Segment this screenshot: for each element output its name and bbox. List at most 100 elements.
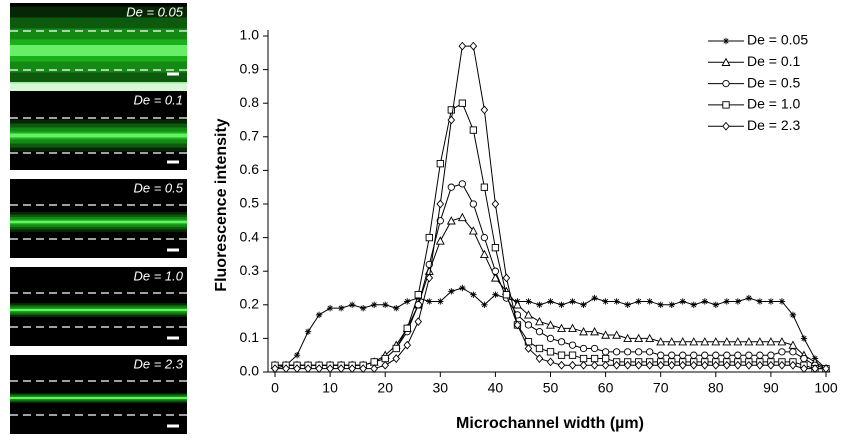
marker: [447, 106, 455, 114]
marker: [558, 301, 565, 308]
marker: [602, 298, 609, 305]
fluorescence-core: [10, 309, 187, 311]
legend-label: De = 0.1: [747, 53, 801, 69]
marker: [491, 244, 500, 252]
marker: [579, 354, 588, 363]
marker: [668, 351, 676, 359]
marker: [382, 301, 389, 308]
y-tick-label: 0.8: [240, 94, 260, 110]
marker: [492, 291, 499, 298]
marker: [635, 348, 643, 356]
marker: [381, 354, 389, 363]
marker: [315, 364, 323, 374]
x-tick-label: 50: [543, 380, 559, 396]
marker: [479, 249, 489, 259]
marker: [436, 160, 444, 168]
marker: [557, 323, 566, 332]
marker: [337, 364, 345, 374]
marker: [524, 310, 533, 319]
marker: [579, 327, 589, 336]
y-tick-label: 0.3: [240, 262, 260, 278]
marker: [469, 126, 478, 134]
marker: [734, 360, 742, 370]
marker: [403, 340, 412, 350]
marker: [491, 199, 500, 209]
marker: [690, 301, 697, 308]
marker: [712, 360, 720, 370]
marker: [601, 354, 610, 363]
image-panel: De = 0.05: [10, 3, 187, 95]
y-tick-label: 0.5: [240, 195, 260, 211]
marker: [524, 321, 533, 329]
marker: [580, 301, 587, 308]
marker: [679, 298, 686, 305]
marker: [656, 337, 666, 346]
panel-label: De = 0.1: [133, 92, 183, 107]
marker: [536, 301, 543, 308]
marker: [381, 360, 389, 370]
panel-bg: [10, 267, 187, 346]
marker: [282, 364, 290, 374]
marker: [447, 183, 455, 191]
marker: [557, 360, 566, 370]
x-tick-label: 70: [653, 380, 669, 396]
marker: [811, 364, 819, 374]
marker: [436, 199, 445, 209]
x-tick-label: 20: [377, 380, 393, 396]
marker: [712, 351, 720, 359]
marker: [404, 298, 411, 305]
legend-label: De = 1.0: [747, 96, 801, 112]
marker: [667, 337, 677, 346]
marker: [348, 364, 356, 374]
marker: [689, 360, 698, 370]
marker: [722, 121, 730, 131]
y-tick-label: 0.0: [240, 363, 260, 379]
marker: [535, 316, 544, 326]
marker: [524, 344, 533, 353]
fluorescence-core: [10, 133, 187, 138]
series-line: [275, 216, 827, 370]
marker: [721, 57, 731, 66]
marker: [623, 348, 632, 356]
x-tick-label: 80: [708, 380, 724, 396]
marker: [678, 360, 687, 370]
series: De = 2.3: [271, 41, 830, 374]
marker: [326, 304, 334, 312]
y-tick-label: 0.9: [240, 60, 260, 76]
x-tick-label: 0: [271, 380, 279, 396]
marker: [414, 317, 423, 326]
marker: [678, 337, 688, 346]
marker: [722, 79, 730, 88]
marker: [392, 354, 401, 363]
marker: [348, 301, 356, 308]
marker: [403, 324, 411, 332]
panel-label: De = 0.05: [126, 4, 184, 19]
marker: [470, 291, 477, 298]
marker: [723, 298, 731, 305]
marker: [304, 328, 312, 335]
y-tick-label: 0.2: [240, 296, 260, 312]
marker: [293, 352, 301, 359]
marker: [393, 304, 400, 312]
marker: [778, 348, 786, 356]
y-tick-label: 0.1: [240, 329, 260, 345]
series: De = 0.1: [270, 53, 831, 373]
marker: [667, 360, 676, 370]
marker: [623, 360, 632, 370]
marker: [711, 337, 721, 346]
marker: [590, 327, 600, 336]
marker: [624, 301, 631, 308]
marker: [315, 311, 323, 319]
marker: [425, 273, 434, 283]
panel-label: De = 0.5: [133, 180, 183, 195]
series-line: [275, 102, 826, 370]
marker: [458, 41, 467, 51]
marker: [293, 364, 301, 374]
x-tick-label: 90: [763, 380, 779, 396]
marker: [778, 360, 786, 370]
marker: [635, 298, 642, 305]
marker: [326, 364, 334, 374]
marker: [546, 357, 555, 367]
series-line: [275, 45, 826, 370]
